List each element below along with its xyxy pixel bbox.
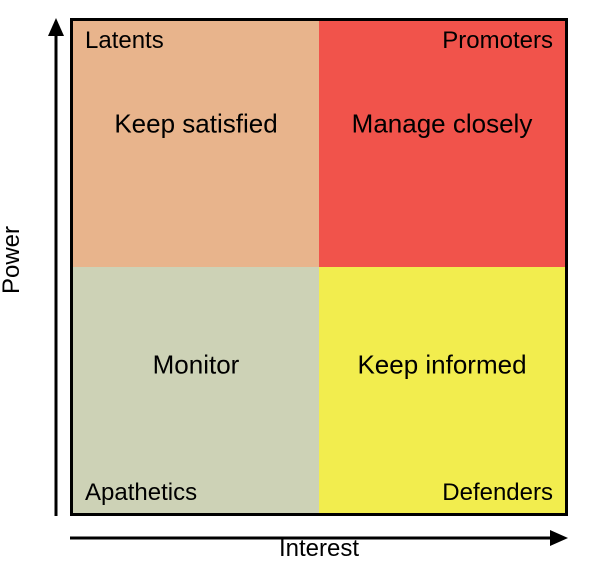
matrix-grid: Latents Keep satisfied Promoters Manage … — [70, 18, 568, 516]
stakeholder-label-latents: Latents — [85, 27, 307, 55]
quadrant-top-left: Latents Keep satisfied — [73, 21, 319, 267]
strategy-label-keep-satisfied: Keep satisfied — [73, 109, 319, 140]
y-axis-arrow — [46, 18, 66, 516]
stakeholder-label-defenders: Defenders — [331, 479, 553, 507]
x-axis-label: Interest — [70, 535, 568, 563]
quadrant-bottom-right: Keep informed Defenders — [319, 267, 565, 513]
strategy-label-monitor: Monitor — [73, 350, 319, 381]
strategy-label-keep-informed: Keep informed — [319, 350, 565, 381]
stakeholder-label-promoters: Promoters — [331, 27, 553, 55]
quadrant-top-right: Promoters Manage closely — [319, 21, 565, 267]
quadrant-bottom-left: Monitor Apathetics — [73, 267, 319, 513]
stakeholder-label-apathetics: Apathetics — [85, 479, 307, 507]
y-axis-label: Power — [0, 226, 26, 294]
strategy-label-manage-closely: Manage closely — [319, 109, 565, 140]
